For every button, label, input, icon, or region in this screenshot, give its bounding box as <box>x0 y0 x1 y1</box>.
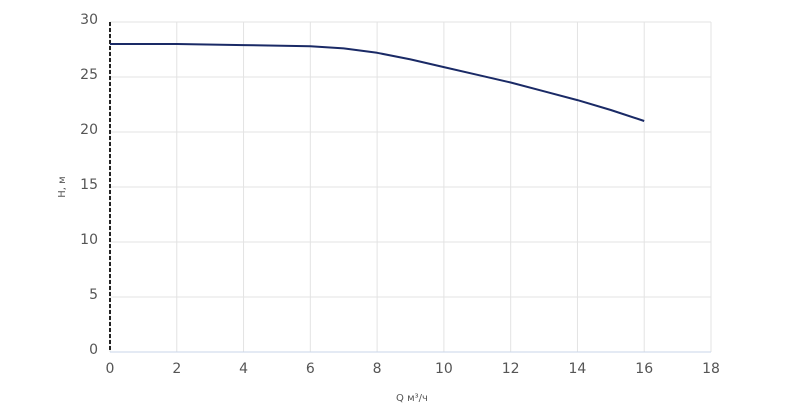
y-axis-label: H, м <box>57 176 68 197</box>
y-tick-label: 20 <box>80 122 98 138</box>
x-tick-label: 2 <box>172 361 181 377</box>
x-tick-label: 18 <box>702 361 720 377</box>
x-tick-label: 14 <box>569 361 587 377</box>
x-tick-label: 6 <box>306 361 315 377</box>
y-tick-label: 10 <box>80 232 98 248</box>
x-tick-label: 8 <box>373 361 382 377</box>
y-tick-label: 30 <box>80 12 98 28</box>
y-tick-label: 0 <box>89 342 98 358</box>
data-line <box>110 43 645 122</box>
y-tick-label: 5 <box>89 287 98 303</box>
x-tick-label: 16 <box>635 361 653 377</box>
x-tick-label: 4 <box>239 361 248 377</box>
y-tick-label: 15 <box>80 177 98 193</box>
x-axis-label: Q м³/ч <box>396 393 428 404</box>
x-tick-label: 12 <box>502 361 520 377</box>
x-tick-label: 0 <box>106 361 115 377</box>
x-tick-label: 10 <box>435 361 453 377</box>
y-tick-label: 25 <box>80 67 98 83</box>
